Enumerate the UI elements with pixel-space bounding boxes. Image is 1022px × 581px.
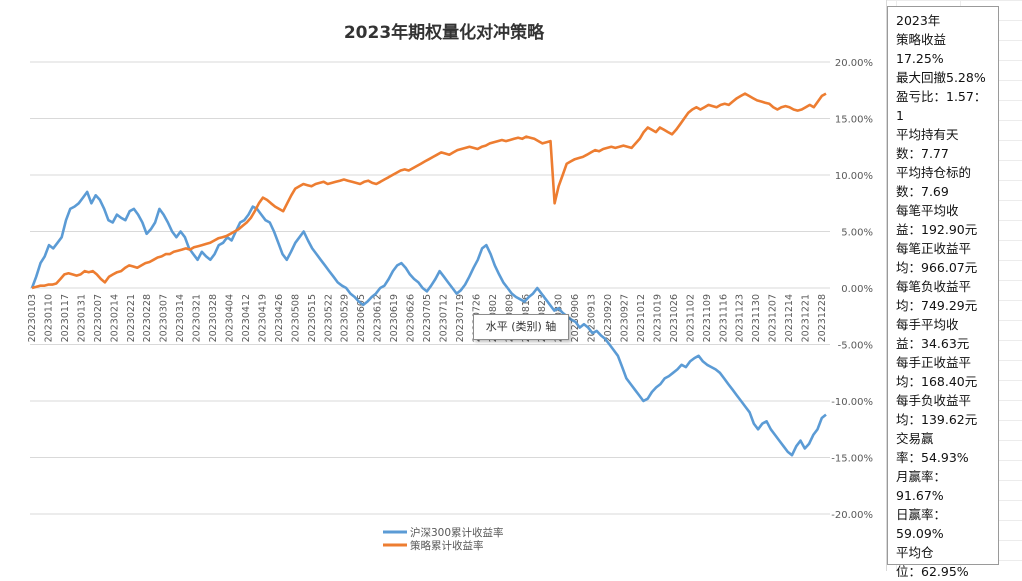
x-tick-label: 20231130 [751, 294, 762, 342]
stats-line: 1 [896, 108, 904, 123]
x-tick-label: 20231102 [685, 294, 696, 342]
y-tick-label: -10.00% [831, 397, 873, 408]
x-axis-ticks: 20230103 20230110 20230117 20230131 20230207… [27, 294, 828, 342]
stats-line: 日赢率：59.09% [896, 507, 947, 541]
x-tick-label: 20231109 [702, 294, 713, 342]
x-tick-label: 20230426 [274, 294, 285, 342]
series-lines [30, 92, 827, 457]
x-tick-label: 20230131 [76, 294, 87, 342]
stats-line: 最大回撤5.28% [896, 70, 986, 85]
y-tick-label: 15.00% [835, 115, 873, 126]
x-tick-label: 20230419 [257, 294, 268, 342]
x-tick-label: 20230712 [438, 294, 449, 342]
x-tick-label: 20230626 [406, 294, 417, 342]
stats-line: 平均仓 [896, 545, 934, 560]
x-tick-label: 20231221 [801, 294, 812, 342]
x-tick-label: 20231019 [652, 294, 663, 342]
legend-label-strategy: 策略累计收益率 [410, 539, 484, 552]
stats-line: 平均持有天 [896, 127, 959, 142]
stats-line: 益：34.63元 [896, 336, 970, 351]
x-tick-label: 20231012 [636, 294, 647, 342]
chart-area[interactable]: 2023年期权量化对冲策略 20.00% 15.00% 10.00% 5.00% 0.0… [0, 0, 887, 571]
x-tick-label: 20230605 [356, 294, 367, 342]
gridlines [30, 61, 830, 515]
stats-line: 数：7.69 [896, 184, 949, 199]
stats-textbox[interactable]: 2023年策略收益17.25% 最大回撤5.28% 盈亏比：1.57： 1 平均持有天数… [887, 6, 999, 579]
stats-line: 平均持仓标的 [896, 165, 972, 180]
stats-line: 策略收益17.25% [896, 32, 947, 66]
stats-line: 每笔负收益平 [896, 279, 972, 294]
x-tick-label: 20230103 [27, 294, 38, 342]
line-strategy [31, 92, 827, 290]
x-tick-label: 20230307 [159, 294, 170, 342]
stats-line: 每手平均收 [896, 317, 959, 332]
stats-line: 每手正收益平 [896, 355, 972, 370]
chart-svg: 2023年期权量化对冲策略 20.00% 15.00% 10.00% 5.00% 0.0… [27, 22, 873, 552]
x-tick-label: 20230117 [60, 294, 71, 342]
x-tick-label: 20230705 [422, 294, 433, 342]
x-tick-label: 20230404 [225, 294, 236, 342]
stats-line: 盈亏比：1.57： [896, 89, 987, 104]
stats-line: 率：54.93% [896, 450, 969, 465]
x-tick-label: 20230913 [587, 294, 598, 342]
chart-title: 2023年期权量化对冲策略 [344, 22, 545, 43]
x-tick-label: 20230321 [192, 294, 203, 342]
stats-line: 数：7.77 [896, 146, 949, 161]
x-tick-label: 20230328 [208, 294, 219, 342]
line-hs300 [30, 190, 827, 457]
x-tick-label: 20230412 [241, 294, 252, 342]
x-tick-label: 20230508 [290, 294, 301, 342]
stats-line: 均：749.29元 [896, 298, 978, 313]
x-tick-label: 20230906 [570, 294, 581, 342]
y-tick-label: 20.00% [835, 58, 873, 69]
stats-line: 每笔平均收 [896, 203, 959, 218]
x-tick-label: 20230515 [307, 294, 318, 342]
stats-line: 交易赢 [896, 431, 934, 446]
x-tick-label: 20230612 [373, 294, 384, 342]
x-tick-label: 20230214 [109, 294, 120, 342]
stats-line: 均：139.62元 [896, 412, 978, 427]
y-tick-label: -5.00% [838, 341, 873, 352]
x-tick-label: 20230619 [389, 294, 400, 342]
y-tick-label: 10.00% [835, 171, 873, 182]
x-tick-label: 20231026 [669, 294, 680, 342]
y-tick-label: 5.00% [841, 228, 873, 239]
stats-line: 均：168.40元 [896, 374, 978, 389]
stats-line: 益：192.90元 [896, 222, 978, 237]
x-tick-label: 20230920 [603, 294, 614, 342]
y-tick-label: -20.00% [831, 510, 873, 521]
x-tick-label: 20231207 [768, 294, 779, 342]
stats-line: 位：62.95% [896, 564, 969, 579]
x-tick-label: 20230522 [323, 294, 334, 342]
stats-line: 均：966.07元 [896, 260, 978, 275]
stats-line: 每笔正收益平 [896, 241, 972, 256]
x-tick-label: 20230110 [43, 294, 54, 342]
x-tick-label: 20230228 [142, 294, 153, 342]
x-tick-label: 20231228 [817, 294, 828, 342]
y-tick-label: 0.00% [841, 284, 873, 295]
y-tick-label: -15.00% [831, 454, 873, 465]
axis-tooltip: 水平 (类别) 轴 [473, 314, 569, 340]
x-tick-label: 20230221 [126, 294, 137, 342]
x-tick-label: 20231123 [735, 294, 746, 342]
y-axis-ticks: 20.00% 15.00% 10.00% 5.00% 0.00% -5.00% -10.00… [831, 58, 873, 521]
x-tick-label: 20230927 [620, 294, 631, 342]
stats-line: 2023年 [896, 13, 941, 28]
legend-label-hs300: 沪深300累计收益率 [410, 526, 504, 539]
x-tick-label: 20231116 [718, 294, 729, 342]
x-tick-label: 20230719 [455, 294, 466, 342]
x-tick-label: 20230314 [175, 294, 186, 342]
stats-line: 每手负收益平 [896, 393, 972, 408]
legend: 沪深300累计收益率 策略累计收益率 [383, 526, 504, 552]
stats-line: 月赢率：91.67% [896, 469, 947, 503]
x-tick-label: 20231214 [784, 294, 795, 342]
x-tick-label: 20230529 [340, 294, 351, 342]
x-tick-label: 20230207 [93, 294, 104, 342]
